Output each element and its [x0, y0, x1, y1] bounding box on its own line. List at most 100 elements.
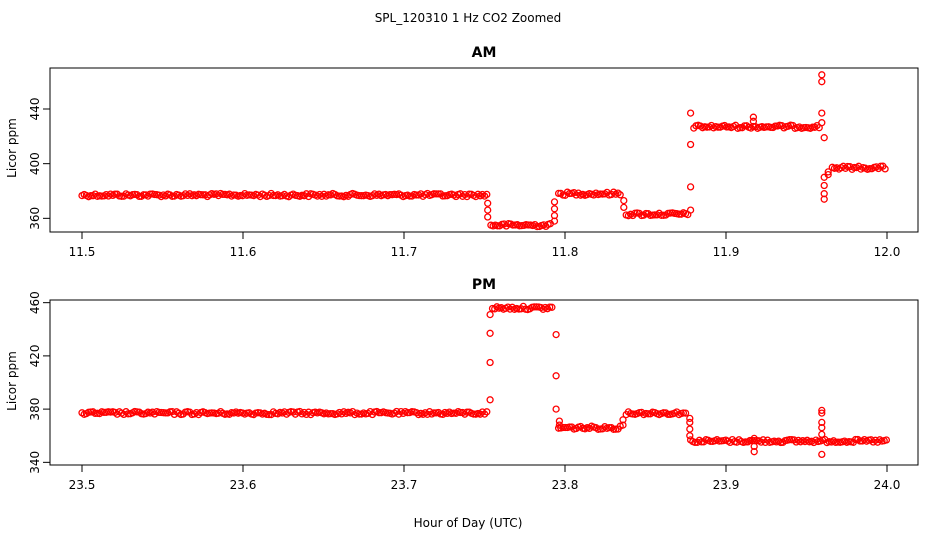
- panel-pm-plot: 23.5 23.6 23.7 23.8 23.9 24.0 340 380 420 460: [28, 291, 919, 492]
- pm-data-point: [478, 408, 487, 416]
- am-transition-point: [550, 205, 559, 213]
- pm-transition-point: [619, 421, 627, 429]
- pm-data-point: [664, 410, 672, 419]
- am-data-point: [406, 192, 414, 200]
- pm-transition-point: [818, 406, 826, 415]
- am-data-point: [214, 191, 223, 200]
- pm-data-point: [491, 305, 499, 313]
- pm-x-tick-label: 24.0: [874, 478, 901, 492]
- am-data-point: [412, 191, 421, 199]
- pm-transition-point: [552, 372, 560, 380]
- pm-data-point: [412, 408, 421, 417]
- pm-transition-point: [750, 448, 758, 456]
- pm-transition-point: [818, 418, 826, 427]
- am-transition-point: [820, 190, 828, 198]
- am-x-tick-label: 11.8: [552, 245, 579, 259]
- pm-y-tick-label: 380: [28, 398, 42, 421]
- am-data-point: [493, 222, 502, 230]
- pm-transition-point: [750, 442, 758, 451]
- pm-y-tick-label: 460: [28, 291, 42, 314]
- pm-x-tick-label: 23.7: [391, 478, 418, 492]
- pm-transition-point: [818, 430, 826, 439]
- am-data-point: [655, 209, 663, 217]
- am-transition-point: [818, 119, 826, 127]
- am-y-tick-label: 400: [28, 152, 42, 175]
- panel-am-title: AM: [472, 45, 497, 61]
- am-data-point: [432, 190, 440, 198]
- am-transition-point: [818, 71, 826, 79]
- am-data-point: [318, 192, 326, 200]
- pm-data-point: [476, 410, 484, 418]
- am-data-point: [531, 220, 539, 229]
- pm-transition-point: [552, 330, 560, 339]
- am-transition-point: [820, 181, 828, 190]
- am-y-tick-label: 360: [28, 207, 42, 230]
- am-transition-point: [686, 140, 695, 149]
- pm-transition-point: [486, 358, 494, 367]
- pm-data-point: [585, 424, 594, 433]
- am-data-point: [483, 190, 491, 199]
- pm-transition-point: [486, 329, 494, 337]
- pm-data-point: [867, 436, 875, 444]
- pm-data-point: [161, 409, 170, 417]
- pm-data-point: [337, 410, 346, 418]
- am-data-point: [436, 190, 445, 198]
- pm-data-point: [763, 436, 772, 444]
- pm-transition-point: [552, 405, 560, 413]
- am-transition-point: [686, 206, 695, 214]
- pm-transition-point: [555, 421, 564, 429]
- pm-y-tick-label: 340: [28, 451, 42, 474]
- pm-data-point: [122, 408, 130, 416]
- panel-am-plot: 11.5 11.6 11.7 11.8 11.9 12.0 360 400 440: [28, 67, 919, 259]
- pm-data-point: [681, 409, 690, 417]
- am-data-point: [609, 188, 618, 196]
- pm-x-tick-label: 23.6: [230, 478, 257, 492]
- pm-transition-point: [818, 409, 826, 417]
- pm-transition-point: [818, 424, 826, 432]
- am-x-tick-label: 11.6: [230, 245, 257, 259]
- pm-data-point: [644, 410, 652, 418]
- am-data-point: [714, 123, 722, 131]
- am-transition-point: [818, 109, 826, 117]
- figure-title: SPL_120310 1 Hz CO2 Zoomed: [375, 11, 562, 25]
- pm-data-point: [741, 438, 750, 446]
- panel-am: AM Licor ppm 11.5 11.6 11.7 11.8 11.9 12.0 360…: [5, 45, 919, 259]
- am-data-point: [866, 165, 874, 173]
- am-plot-frame: [49, 67, 919, 233]
- panel-pm-ylabel: Licor ppm: [5, 351, 19, 411]
- am-x-tick-label: 11.5: [69, 245, 96, 259]
- pm-data-point: [504, 303, 512, 311]
- am-transition-point: [686, 109, 695, 117]
- pm-data-point: [483, 408, 491, 416]
- pm-transition-point: [750, 434, 758, 443]
- am-transition-point: [484, 199, 492, 207]
- am-transition-point: [820, 134, 828, 142]
- am-transition-point: [749, 117, 758, 125]
- am-data-point: [91, 190, 99, 198]
- am-data-point: [574, 189, 583, 197]
- am-transition-point: [620, 203, 628, 212]
- x-axis-label: Hour of Day (UTC): [414, 516, 523, 530]
- pm-x-tick-label: 23.8: [552, 478, 579, 492]
- am-data-point: [657, 211, 666, 219]
- pm-data-point: [851, 435, 860, 444]
- pm-transition-point: [486, 396, 494, 404]
- am-y-tick-label: 440: [28, 98, 42, 121]
- am-x-tick-label: 12.0: [874, 245, 901, 259]
- am-points: [78, 71, 889, 231]
- pm-y-tick-label: 420: [28, 344, 42, 367]
- pm-data-point: [192, 408, 201, 417]
- pm-points: [78, 302, 891, 459]
- am-transition-point: [620, 196, 628, 205]
- am-transition-point: [550, 198, 559, 206]
- pm-transition-point: [486, 310, 494, 319]
- pm-x-tick-label: 23.9: [713, 478, 740, 492]
- pm-transition-point: [686, 425, 694, 433]
- am-data-point: [238, 192, 247, 200]
- am-transition-point: [818, 78, 826, 86]
- pm-x-tick-label: 23.5: [69, 478, 96, 492]
- pm-data-point: [548, 303, 556, 311]
- pm-data-point: [508, 303, 516, 311]
- pm-data-point: [302, 410, 311, 419]
